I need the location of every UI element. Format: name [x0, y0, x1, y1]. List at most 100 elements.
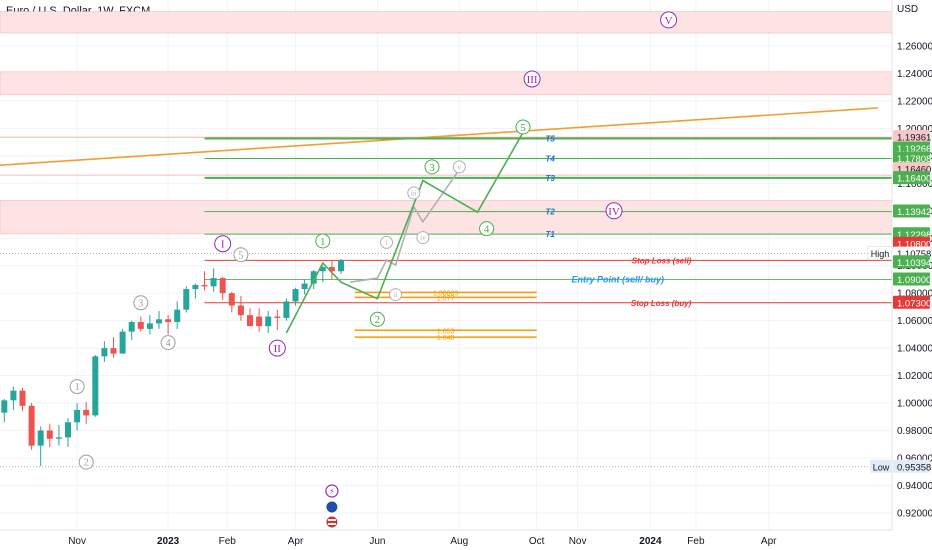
- y-tick-label: 0.98000: [897, 426, 932, 437]
- wave-text: iv: [420, 234, 426, 242]
- wave-label-gray: 4: [160, 335, 176, 351]
- candle-body: [19, 390, 26, 406]
- x-tick-label: Apr: [288, 536, 304, 547]
- candle-body: [119, 331, 126, 354]
- green-projection-path: [285, 132, 524, 334]
- wave-text: 2: [84, 458, 89, 469]
- wave-circle: [515, 119, 531, 135]
- wave-circle: [369, 311, 385, 327]
- y-tick-label: 1.06000: [897, 316, 932, 327]
- gray-projection-path: [349, 169, 460, 283]
- price-tag: [893, 130, 930, 144]
- candle-body: [328, 267, 335, 272]
- level-label: 1.08063: [433, 290, 458, 297]
- wave-label-subgray: i: [380, 235, 393, 249]
- wave-text: IV: [608, 206, 620, 218]
- candle-body: [219, 278, 226, 294]
- candle-body: [319, 267, 326, 272]
- wave-text: 1: [75, 382, 80, 393]
- price-tag: [893, 204, 930, 218]
- currency-label: USD: [897, 4, 918, 15]
- low-tag-text: Low: [873, 462, 890, 472]
- candle-body: [310, 271, 317, 284]
- wave-circle: [452, 160, 466, 174]
- resistance-zone: [0, 200, 892, 235]
- wave-circle: [233, 247, 249, 263]
- wave-label-gray: 2: [78, 454, 94, 470]
- candle-body: [92, 356, 99, 416]
- high-tag: [867, 246, 893, 261]
- candle-body: [156, 319, 162, 324]
- candle-body: [46, 430, 53, 439]
- plot-area: T5 T4 T3 T2 T1 Stop Loss (sell) Entry Point (s…: [0, 0, 892, 530]
- y-tick-label: 1.04000: [897, 344, 932, 355]
- candle-body: [83, 409, 90, 416]
- wave-text: 5: [238, 250, 243, 261]
- level-label: T1: [546, 230, 556, 239]
- y-tick-label: 1.00000: [897, 399, 932, 410]
- flash-event-glyph: ⚡: [329, 487, 335, 496]
- level-label: Stop Loss (sell): [632, 256, 692, 265]
- y-tick-label: 0.92000: [897, 508, 932, 519]
- level-label: T2: [546, 208, 556, 217]
- wave-circle: [69, 379, 85, 395]
- eu-event-icon: [325, 500, 339, 514]
- wave-circle: [407, 186, 421, 200]
- wave-text: I: [221, 239, 225, 251]
- x-tick-label: Oct: [529, 536, 545, 547]
- wave-circle: [268, 339, 286, 357]
- wave-text: III: [527, 74, 538, 86]
- wave-label-green: 5: [515, 119, 531, 135]
- y-tick-label: 1.02000: [897, 371, 932, 382]
- wave-text: 4: [484, 224, 490, 236]
- level-label: 1.048: [437, 335, 455, 342]
- candle-body: [146, 323, 153, 329]
- candle-body: [137, 322, 144, 329]
- price-tag-text: 1.12298: [897, 230, 931, 241]
- level-label: T5: [546, 134, 556, 143]
- candle-body: [201, 284, 208, 287]
- wave-text: 3: [138, 298, 143, 309]
- wave-circle: [160, 335, 176, 351]
- x-tick-label: 2024: [639, 536, 662, 547]
- wave-text: v: [458, 163, 462, 171]
- candle-body: [283, 301, 290, 318]
- wave-label-subgray: v: [452, 160, 466, 174]
- candle-body: [37, 430, 44, 446]
- wave-label-green: 1: [315, 233, 331, 249]
- candle-body: [28, 405, 35, 446]
- price-tag: [893, 236, 930, 250]
- candle-body: [174, 309, 181, 323]
- candle-body: [256, 316, 263, 327]
- wave-circle: [315, 233, 331, 249]
- level-label: 1.077: [437, 295, 455, 302]
- wave-circle: [424, 159, 440, 175]
- candle-body: [301, 283, 308, 290]
- candle-body: [338, 260, 344, 272]
- wave-label-purple: V: [660, 11, 678, 29]
- event-icons: ⚡: [325, 484, 339, 529]
- price-tag: [893, 141, 930, 155]
- price-tag-text: 1.19266: [897, 144, 931, 155]
- price-tag-text: 1.07300: [897, 298, 931, 309]
- wave-circle: [479, 221, 495, 237]
- price-tag-text: 1.10800: [897, 239, 931, 250]
- wave-circle: [389, 288, 403, 302]
- wave-circle: [133, 295, 149, 311]
- wave-label-purple: I: [214, 235, 232, 253]
- y-tick-label: 1.24000: [897, 69, 932, 80]
- price-tag-text: 0.95358: [897, 462, 931, 473]
- price-tag: [893, 295, 930, 309]
- wave-text: II: [274, 343, 282, 355]
- candle-body: [128, 322, 135, 332]
- price-tag-text: 1.10758: [897, 249, 931, 260]
- wave-label-gray: 1: [69, 379, 85, 395]
- wave-label-green: 2: [369, 311, 385, 327]
- y-tick-label: 0.96000: [897, 453, 932, 464]
- wave-circle: [605, 202, 623, 220]
- candle-body: [192, 284, 199, 290]
- wave-text: 5: [520, 122, 526, 134]
- x-tick-label: Apr: [761, 536, 777, 547]
- wave-label-purple: II: [268, 339, 286, 357]
